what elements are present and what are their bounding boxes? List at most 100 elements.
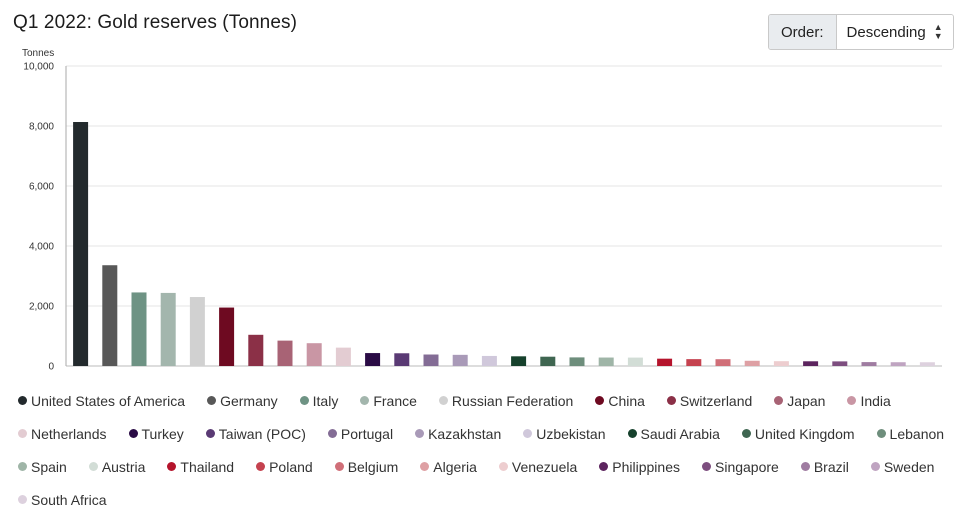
bar[interactable] <box>277 340 293 366</box>
bar[interactable] <box>365 353 381 366</box>
bar[interactable] <box>657 358 673 366</box>
legend-swatch-icon <box>18 495 27 504</box>
legend-label: India <box>860 392 891 409</box>
legend-item[interactable]: Thailand <box>167 459 234 475</box>
legend-item[interactable]: Turkey <box>128 426 184 442</box>
legend-label: Lebanon <box>889 425 945 442</box>
bar[interactable] <box>569 357 585 366</box>
bar[interactable] <box>131 292 147 366</box>
legend-row: South Africa <box>18 483 968 516</box>
order-select[interactable]: Descending ▲ ▼ <box>836 15 953 49</box>
legend-item[interactable]: Philippines <box>599 459 680 475</box>
legend-swatch-icon <box>420 462 430 471</box>
legend-row: United States of America Germany Italy Fran… <box>18 384 968 417</box>
y-tick-label: 4,000 <box>29 242 54 253</box>
bar[interactable] <box>189 297 205 366</box>
legend-swatch-icon <box>702 462 711 471</box>
legend-item[interactable]: Japan <box>774 393 825 409</box>
legend-item[interactable]: Russian Federation <box>438 393 573 409</box>
bar[interactable] <box>598 357 614 366</box>
legend-item[interactable]: Poland <box>256 459 313 475</box>
bar[interactable] <box>335 347 351 366</box>
legend-label: China <box>608 392 645 409</box>
legend-swatch-icon <box>167 462 177 471</box>
legend-item[interactable]: Sweden <box>870 459 934 475</box>
y-tick-label: 6,000 <box>29 182 54 193</box>
y-tick-label: 8,000 <box>29 122 54 133</box>
legend-item[interactable]: Lebanon <box>876 425 945 442</box>
legend-item[interactable]: Switzerland <box>666 392 753 409</box>
legend-swatch-icon <box>438 396 448 405</box>
order-select-value: Descending <box>846 23 926 41</box>
legend-item[interactable]: France <box>360 393 417 409</box>
legend-item[interactable]: Taiwan (POC) <box>205 425 306 442</box>
bar[interactable] <box>686 359 702 366</box>
legend-item[interactable]: Brazil <box>800 459 849 475</box>
legend-item[interactable]: India <box>847 392 891 409</box>
legend-item[interactable]: Portugal <box>327 425 394 442</box>
legend-item[interactable]: Algeria <box>420 459 477 475</box>
legend-swatch-icon <box>741 429 751 438</box>
bar[interactable] <box>102 265 118 366</box>
legend-item[interactable]: Singapore <box>702 459 779 475</box>
legend-item[interactable]: Saudi Arabia <box>627 425 720 442</box>
legend-item[interactable]: Netherlands <box>18 426 107 442</box>
bars <box>73 122 935 366</box>
legend-label: Belgium <box>347 458 399 475</box>
y-tick-label: 0 <box>48 362 54 373</box>
legend-item[interactable]: China <box>595 393 645 409</box>
legend-label: United States of America <box>31 392 186 409</box>
legend-item[interactable]: South Africa <box>18 492 107 508</box>
bar[interactable] <box>627 357 643 366</box>
bar[interactable] <box>744 360 760 366</box>
legend-item[interactable]: Kazakhstan <box>415 426 501 442</box>
legend-label: Austria <box>101 458 146 475</box>
legend-label: Saudi Arabia <box>640 425 720 442</box>
gridlines <box>66 65 942 367</box>
bar[interactable] <box>890 362 906 366</box>
legend-swatch-icon <box>627 429 637 438</box>
legend-label: Taiwan (POC) <box>218 425 306 442</box>
legend-swatch-icon <box>18 396 27 405</box>
bar[interactable] <box>481 355 497 366</box>
legend-item[interactable]: United Kingdom <box>741 425 855 442</box>
bar[interactable] <box>160 292 176 366</box>
legend-row: Spain Austria Thailand Poland Belgium Algeria… <box>18 450 968 483</box>
legend-item[interactable]: United States of America <box>18 393 185 409</box>
order-control: Order: Descending ▲ ▼ <box>768 14 954 50</box>
legend-item[interactable]: Uzbekistan <box>523 426 606 442</box>
legend-label: Japan <box>787 392 826 409</box>
bar[interactable] <box>306 343 322 366</box>
legend-item[interactable]: Spain <box>18 459 67 475</box>
legend-label: Thailand <box>180 458 235 475</box>
bar[interactable] <box>248 334 264 366</box>
bar[interactable] <box>394 353 410 366</box>
legend-label: Netherlands <box>31 425 107 442</box>
legend-label: Portugal <box>340 425 394 442</box>
bar[interactable] <box>832 361 848 366</box>
legend-item[interactable]: Venezuela <box>498 459 577 475</box>
bar[interactable] <box>919 362 935 366</box>
legend-swatch-icon <box>800 462 810 471</box>
legend-label: Poland <box>269 458 313 475</box>
bar[interactable] <box>511 356 527 366</box>
legend-label: United Kingdom <box>754 425 855 442</box>
legend-item[interactable]: Belgium <box>334 458 399 475</box>
legend-item[interactable]: Italy <box>299 393 338 409</box>
legend-item[interactable]: Germany <box>207 393 278 409</box>
bar[interactable] <box>715 359 731 366</box>
bar[interactable] <box>803 361 819 366</box>
y-tick-label: 2,000 <box>29 302 54 313</box>
bar[interactable] <box>73 122 89 366</box>
bar[interactable] <box>861 362 877 366</box>
bar[interactable] <box>219 307 235 366</box>
legend-swatch-icon <box>599 462 609 471</box>
bar[interactable] <box>452 354 468 366</box>
bar[interactable] <box>423 354 439 366</box>
legend-label: Switzerland <box>679 392 753 409</box>
legend-item[interactable]: Austria <box>88 458 146 475</box>
y-axis-label: Tonnes <box>22 48 54 59</box>
bar[interactable] <box>773 361 789 366</box>
bar-chart: Tonnes 0 2,000 4,000 6,000 8,000 10,000 <box>22 48 942 373</box>
bar[interactable] <box>540 356 556 366</box>
